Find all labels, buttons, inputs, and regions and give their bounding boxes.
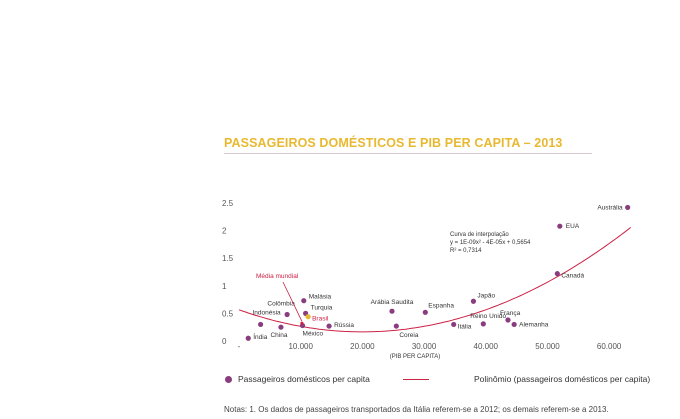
y-tick-label: 2.5 xyxy=(222,199,234,208)
point-label: México xyxy=(303,331,324,338)
data-point-alemanha xyxy=(511,321,517,328)
data-point-japão xyxy=(470,298,477,304)
labels-group: Índia Indonésia China Colômbia Malásia Turqui… xyxy=(252,204,623,341)
legend-points-label: Passageiros domésticos per capita xyxy=(238,374,370,384)
data-point-austrália xyxy=(625,204,631,211)
point-label: China xyxy=(270,332,287,339)
point-label: Espanha xyxy=(428,302,454,309)
media-mundial-pointer xyxy=(282,281,303,322)
x-tick-label: 10.000 xyxy=(288,342,313,351)
data-point-itália xyxy=(451,321,457,328)
data-point-eua xyxy=(557,223,563,229)
points-group xyxy=(245,204,631,341)
data-point-espanha xyxy=(422,309,428,315)
scatter-chart: 0 0.5 1 1.5 2 2.5 - 10.000 20.000 30.000 40.000 50.… xyxy=(222,199,632,360)
point-label: Canadá xyxy=(561,273,584,280)
point-label: EUA xyxy=(566,223,580,230)
data-point-coreia xyxy=(393,323,399,329)
x-tick-label: - xyxy=(238,342,241,351)
x-tick-label: 40.000 xyxy=(474,342,499,351)
x-tick-label: 60.000 xyxy=(597,342,622,351)
curve-info-line: Curva de interpolação xyxy=(450,232,509,238)
data-point-china xyxy=(278,324,284,330)
curve-info-line: y = 1E-09x² - 4E-05x + 0,5654 xyxy=(450,240,531,246)
data-point-canadá xyxy=(554,271,560,277)
data-point-índia xyxy=(245,335,251,341)
x-tick-label: 20.000 xyxy=(350,342,375,351)
point-label: Rússia xyxy=(334,322,354,329)
footnote: Notas: 1. Os dados de passageiros transp… xyxy=(224,405,609,414)
point-label: Malásia xyxy=(309,294,332,301)
point-label: França xyxy=(500,310,521,317)
legend-point-marker xyxy=(225,376,232,383)
point-label: Reino Unido xyxy=(470,313,506,320)
media-mundial-label: Média mundial xyxy=(256,273,299,280)
point-label: Índia xyxy=(253,332,267,341)
data-point-frança xyxy=(505,317,511,323)
data-point-malásia xyxy=(301,298,307,304)
point-label: Colômbia xyxy=(267,301,295,308)
x-axis-title: (PIB PER CAPITA) xyxy=(390,354,441,360)
point-label: Austrália xyxy=(597,204,623,211)
data-point-reino-unido xyxy=(480,321,486,327)
point-label: Indonésia xyxy=(252,309,281,316)
data-point-arábia-saudita xyxy=(389,308,395,314)
point-label: Alemanha xyxy=(519,321,549,328)
y-tick-label: 1 xyxy=(222,282,227,291)
data-point-indonésia xyxy=(257,321,264,328)
y-tick-label: 1.5 xyxy=(222,254,234,263)
data-point-colômbia xyxy=(284,311,290,318)
legend-line-label: Polinômio (passageiros domésticos per ca… xyxy=(474,374,651,384)
title-rule xyxy=(224,153,592,154)
legend: Passageiros domésticos per capita Polinô… xyxy=(224,373,674,387)
point-label: Brasil xyxy=(312,316,329,323)
chart-title: PASSAGEIROS DOMÉSTICOS E PIB PER CAPITA … xyxy=(224,136,563,150)
point-label: Coreia xyxy=(399,332,419,339)
point-label: Arábia Saudita xyxy=(371,299,414,306)
media-mundial-marker xyxy=(300,321,304,325)
point-label: Japão xyxy=(477,292,495,299)
x-tick-label: 30.000 xyxy=(412,342,437,351)
point-label: Turquia xyxy=(311,304,333,311)
data-point-brasil xyxy=(305,314,311,320)
curve-info-line: R² = 0,7314 xyxy=(450,248,482,254)
y-tick-label: 0.5 xyxy=(222,309,234,318)
y-tick-label: 2 xyxy=(222,227,227,236)
annotations-group: Média mundial Curva de interpolação y = 1E… xyxy=(256,232,531,325)
point-label: Itália xyxy=(458,323,472,330)
y-tick-label: 0 xyxy=(222,337,227,346)
data-point-rússia xyxy=(326,323,332,329)
axes-group: 0 0.5 1 1.5 2 2.5 - 10.000 20.000 30.000 40.000 50.… xyxy=(222,199,622,360)
x-tick-label: 50.000 xyxy=(535,342,560,351)
legend-line-marker xyxy=(403,379,429,380)
